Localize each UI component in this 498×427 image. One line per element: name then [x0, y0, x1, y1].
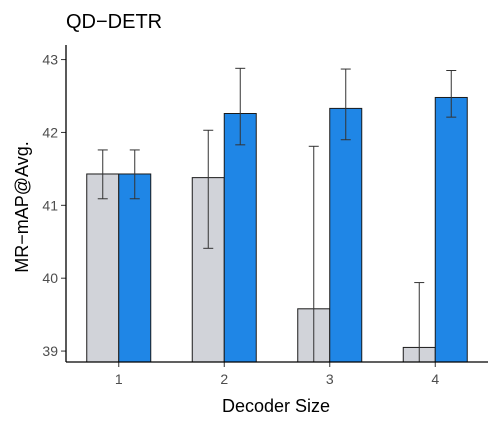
bar-2-4 — [434, 96, 468, 363]
x-tick-label-1: 1 — [115, 371, 123, 387]
chart-title: QD−DETR — [66, 11, 162, 33]
x-axis: 1 2 3 4 — [66, 361, 488, 387]
y-tick-label-39: 39 — [42, 343, 58, 359]
y-tick-label-40: 40 — [42, 270, 58, 286]
x-tick-label-4: 4 — [431, 371, 439, 387]
y-tick-label-43: 43 — [42, 52, 58, 68]
x-tick-label-2: 2 — [220, 371, 228, 387]
error-bars-group — [97, 67, 457, 362]
y-tick-label-42: 42 — [42, 124, 58, 140]
y-axis-title: MR−mAP@Avg. — [12, 141, 32, 272]
y-axis: 39 40 41 42 43 — [42, 45, 67, 362]
bar-2-2 — [223, 113, 257, 363]
x-axis-title: Decoder Size — [222, 396, 330, 416]
bar-1-1 — [86, 173, 120, 363]
bars-group — [86, 96, 468, 363]
bar-2-1 — [118, 173, 152, 363]
y-tick-label-41: 41 — [42, 197, 58, 213]
x-tick-label-3: 3 — [326, 371, 334, 387]
bar-2-3 — [329, 107, 363, 363]
